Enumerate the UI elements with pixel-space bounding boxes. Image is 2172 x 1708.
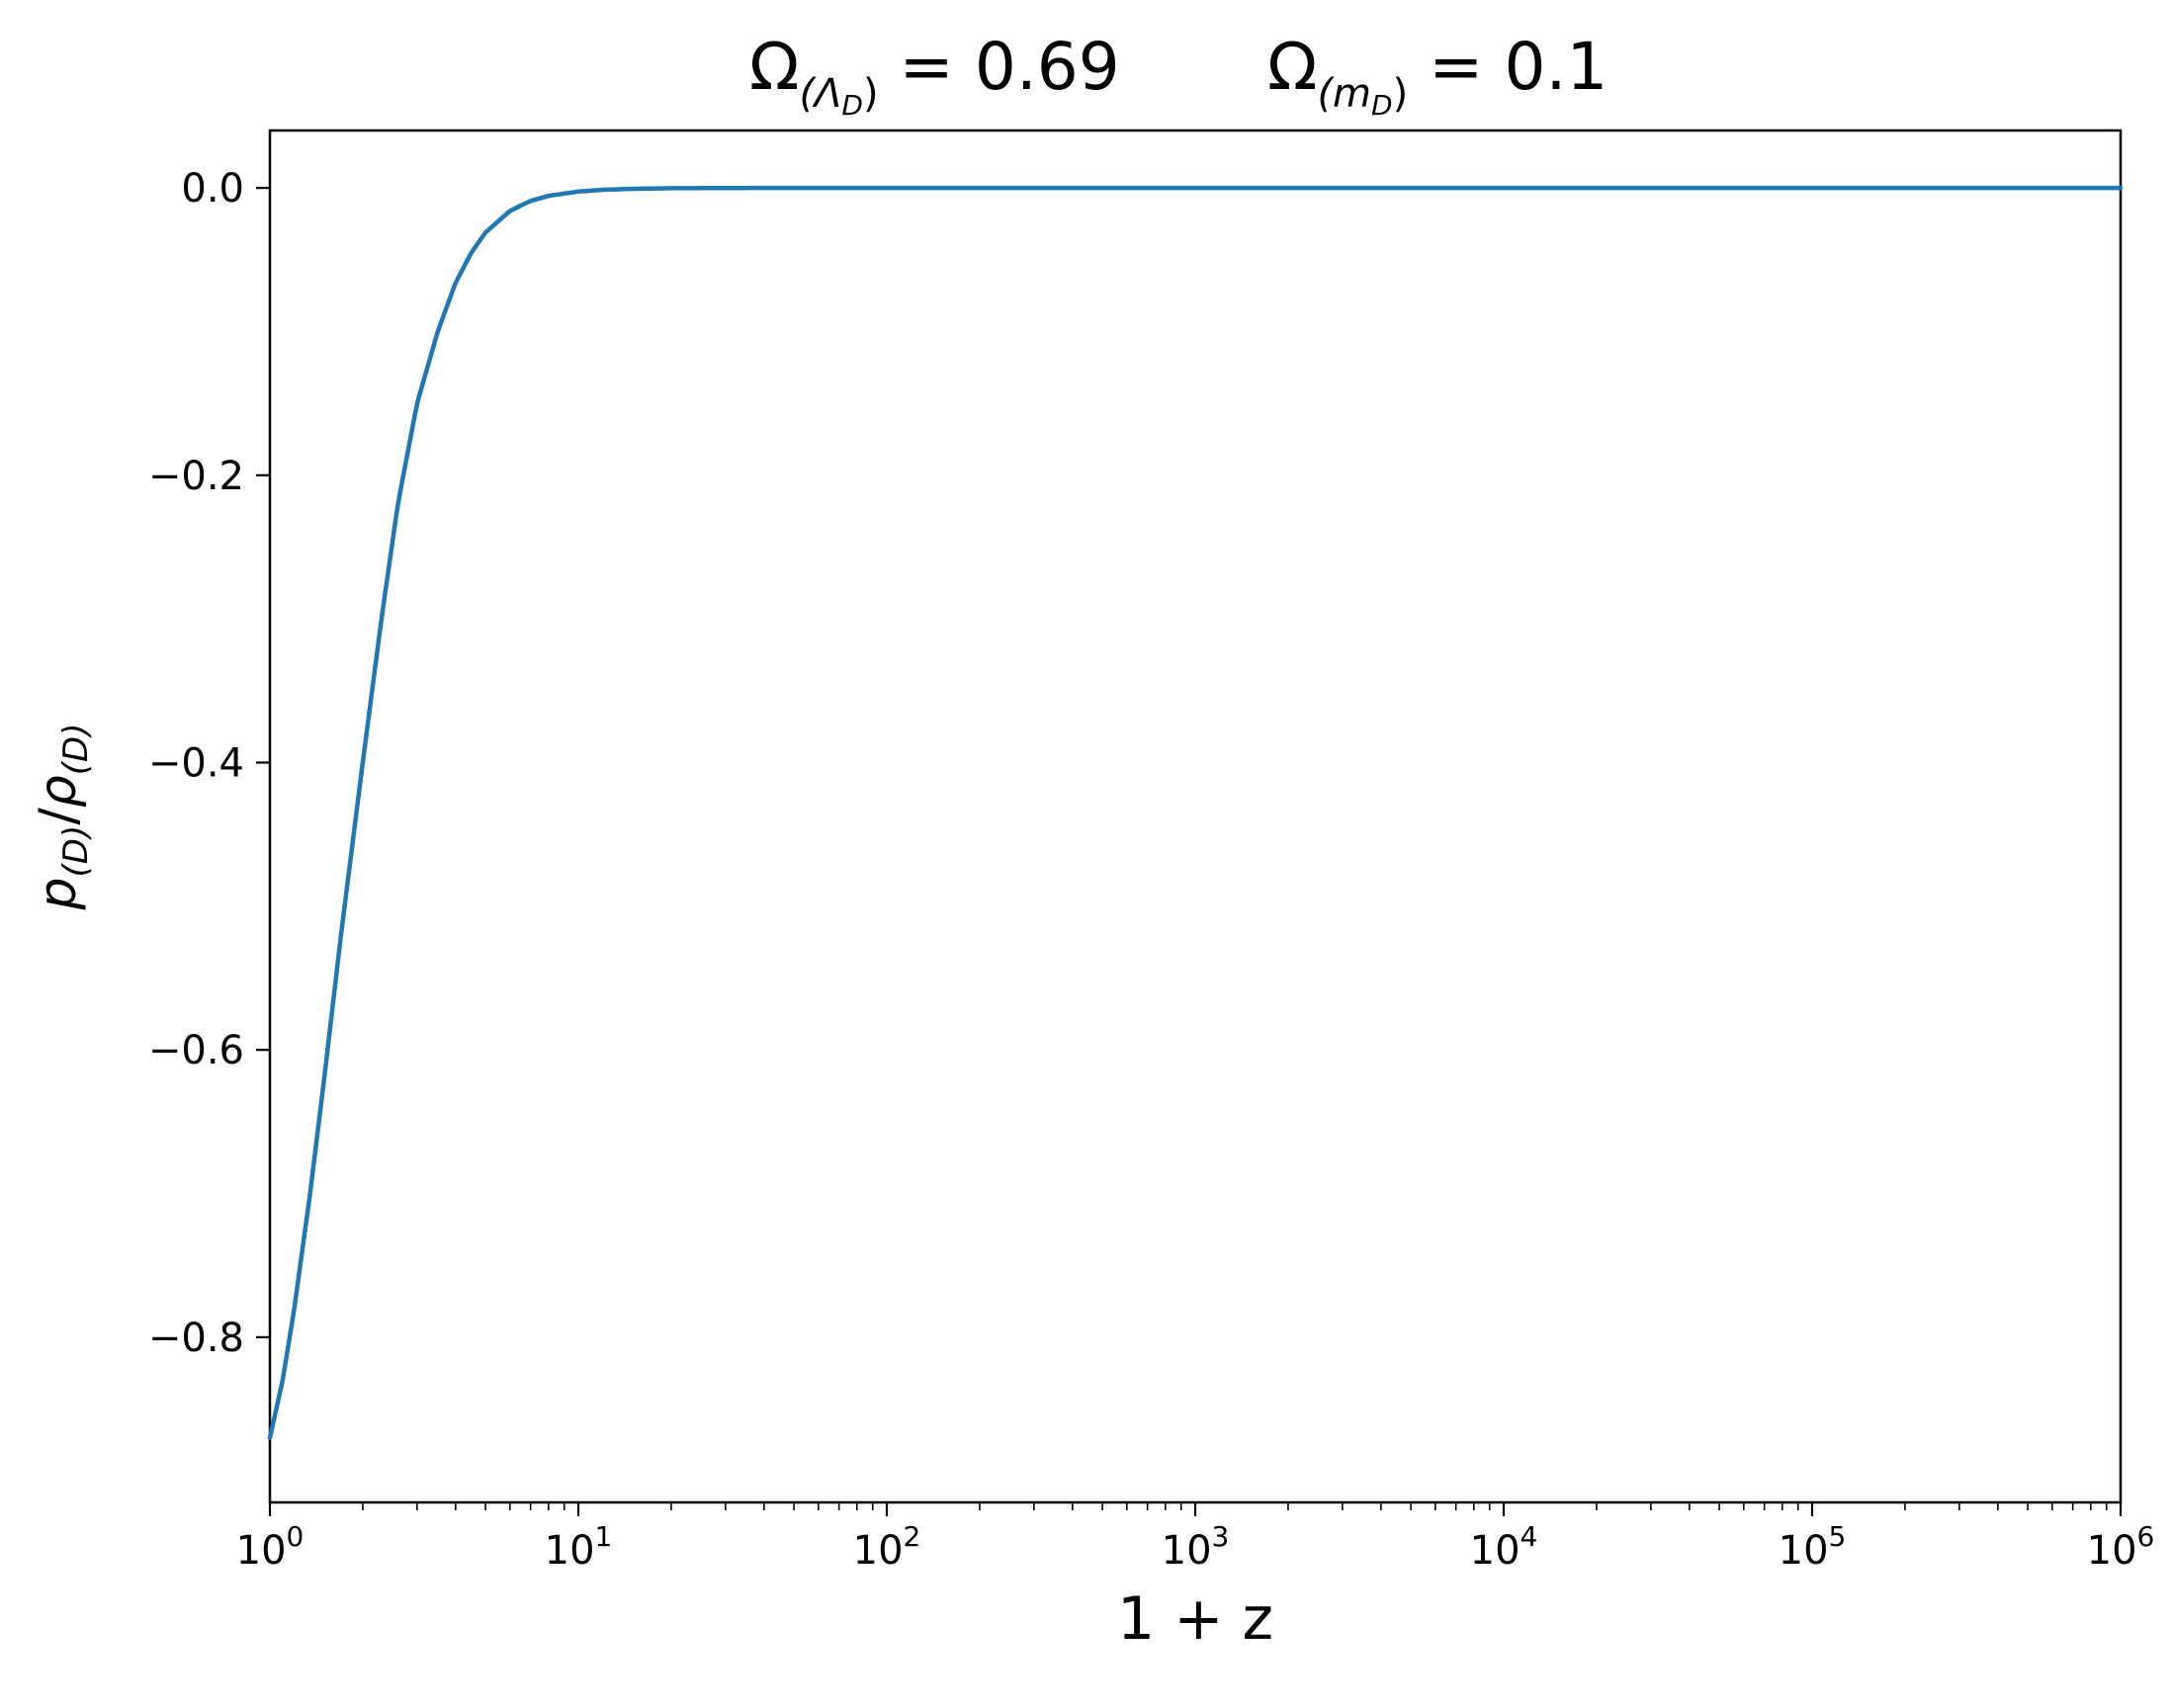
- title-right-symbol: Ω: [1267, 29, 1317, 105]
- y-axis-ticks: 0.0 −0.2 −0.4 −0.6 −0.8: [148, 166, 270, 1361]
- title-left-close: ): [863, 71, 879, 117]
- y-tick-label: −0.4: [148, 740, 244, 786]
- y-axis-label: p(D)/ρ(D): [29, 724, 96, 911]
- x-tick-label: 106: [2087, 1520, 2155, 1574]
- x-tick-label: 101: [545, 1520, 613, 1574]
- x-tick-label: 105: [1779, 1520, 1847, 1574]
- title-right-subscript: (m: [1317, 71, 1371, 117]
- title-right-value: = 0.1: [1408, 29, 1607, 105]
- title-left-subsub: D: [841, 89, 863, 122]
- x-tick-label: 104: [1470, 1520, 1538, 1574]
- y-tick-label: 0.0: [181, 166, 244, 212]
- x-tick-label: 100: [236, 1520, 304, 1574]
- title-left-symbol: Ω: [749, 29, 799, 105]
- title-right-close: ): [1393, 71, 1409, 117]
- series-line: [267, 185, 2124, 1440]
- ylabel-p: p: [29, 877, 88, 910]
- y-tick-label: −0.2: [148, 454, 244, 499]
- plot-area-frame: [268, 128, 2123, 1504]
- x-axis-label: 1 + z: [1117, 1584, 1273, 1654]
- x-tick-label: 102: [853, 1520, 921, 1574]
- ylabel-rho: ρ: [29, 775, 88, 808]
- ylabel-p-sub: (D): [56, 825, 96, 878]
- y-tick-label: −0.6: [148, 1028, 244, 1073]
- x-axis-ticks: 100 101 102 103 104 105 106: [236, 1502, 2155, 1574]
- title-right-subsub: D: [1371, 89, 1393, 122]
- chart-title-omega-m: Ω(mD) = 0.1: [1267, 29, 1607, 122]
- title-left-value: = 0.69: [879, 29, 1120, 105]
- ylabel-slash: /: [29, 808, 88, 825]
- ylabel-rho-sub: (D): [56, 724, 96, 776]
- chart-title-omega-lambda: Ω(ΛD) = 0.69: [749, 29, 1120, 122]
- x-tick-label: 103: [1162, 1520, 1230, 1574]
- y-tick-label: −0.8: [148, 1316, 244, 1361]
- title-left-subscript: (Λ: [799, 71, 841, 117]
